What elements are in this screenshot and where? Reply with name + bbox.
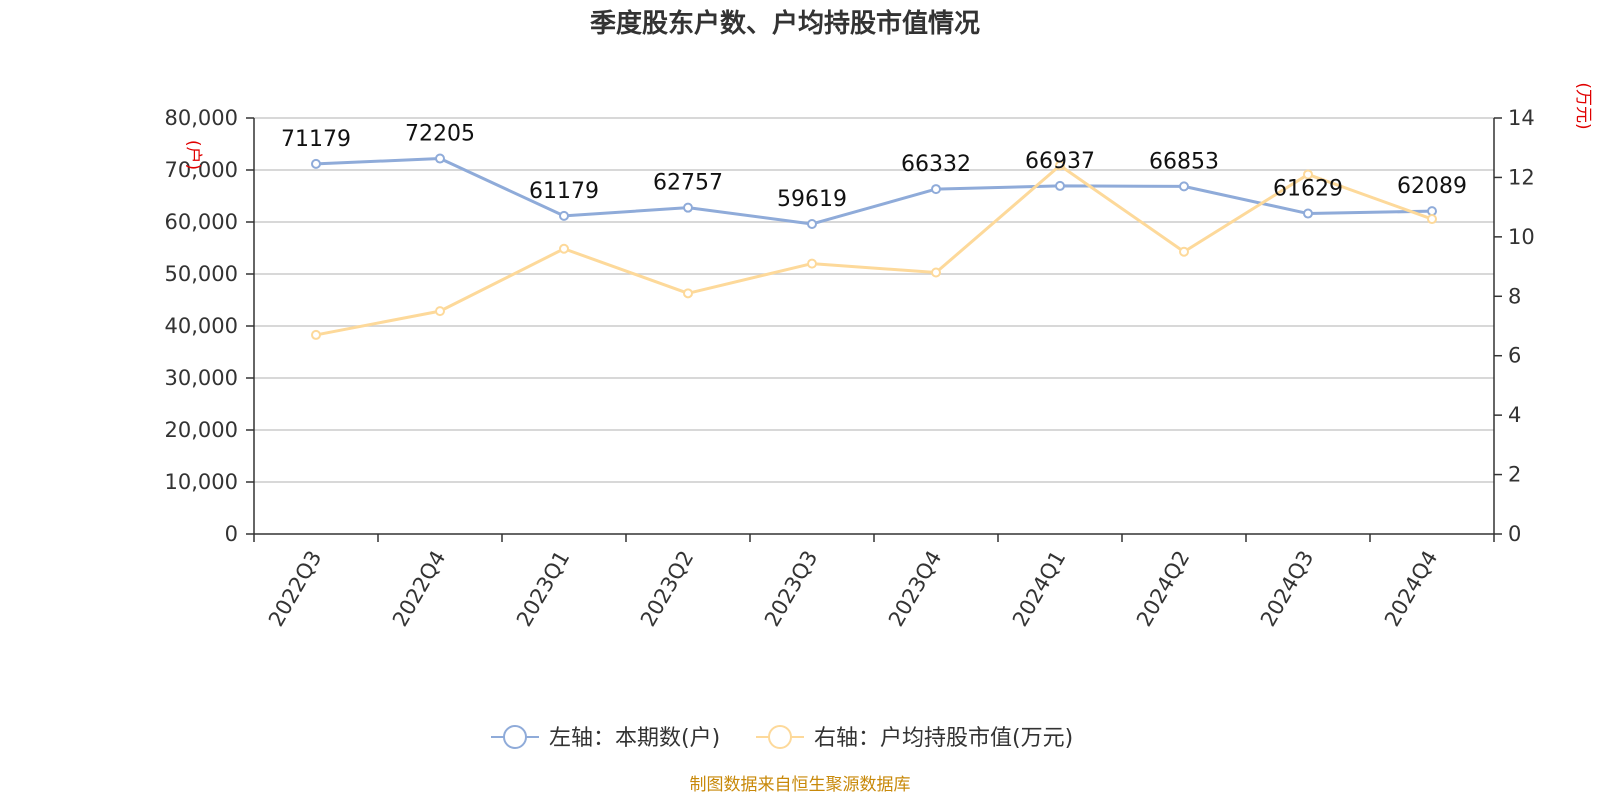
legend-marker-households xyxy=(503,725,527,749)
right-tick-label: 4 xyxy=(1508,403,1521,427)
chart-title: 季度股东户数、户均持股市值情况 xyxy=(590,8,980,39)
series-line-0 xyxy=(315,157,1433,226)
data-label: 61629 xyxy=(1273,177,1343,202)
x-tick-label: 2023Q1 xyxy=(512,547,574,631)
data-point[interactable] xyxy=(435,153,445,164)
data-label: 66853 xyxy=(1149,149,1219,174)
data-point[interactable] xyxy=(1303,208,1313,219)
left-tick-label: 50,000 xyxy=(165,262,238,286)
data-point[interactable] xyxy=(807,258,817,269)
x-tick-label: 2022Q3 xyxy=(264,547,326,631)
data-label: 66937 xyxy=(1025,149,1095,174)
left-tick-label: 40,000 xyxy=(165,314,238,338)
data-point[interactable] xyxy=(1303,169,1313,180)
legend-item-avg-value[interactable]: 右轴：户均持股市值(万元) xyxy=(756,725,1073,751)
left-tick-label: 80,000 xyxy=(165,106,238,130)
right-tick-label: 0 xyxy=(1508,522,1521,546)
source-credit: 制图数据来自恒生聚源数据库 xyxy=(690,775,911,795)
data-label: 72205 xyxy=(405,122,475,147)
data-label: 71179 xyxy=(281,127,351,152)
legend-marker-avg-value xyxy=(768,725,792,749)
data-point[interactable] xyxy=(311,158,321,169)
data-point[interactable] xyxy=(683,202,693,213)
left-axis-unit: (户) xyxy=(183,140,203,170)
right-tick-label: 2 xyxy=(1508,463,1521,487)
data-point[interactable] xyxy=(807,218,817,229)
left-tick-label: 30,000 xyxy=(165,366,238,390)
axes xyxy=(246,117,1502,542)
x-tick-label: 2024Q3 xyxy=(1256,547,1318,631)
data-label: 59619 xyxy=(777,187,847,212)
data-point[interactable] xyxy=(1179,246,1189,257)
data-label: 61179 xyxy=(529,179,599,204)
legend-label-households: 左轴：本期数(户) xyxy=(549,726,720,751)
series-layer: 71179 72205 61179 62757 59619 66332 66937 66853… xyxy=(281,122,1467,340)
left-tick-label: 0 xyxy=(225,522,238,546)
right-tick-label: 12 xyxy=(1508,165,1535,189)
data-point[interactable] xyxy=(1427,214,1437,225)
right-tick-label: 10 xyxy=(1508,225,1535,249)
series-line-1 xyxy=(315,164,1433,337)
data-point[interactable] xyxy=(435,306,445,317)
data-point[interactable] xyxy=(1427,206,1437,217)
data-point[interactable] xyxy=(559,210,569,221)
data-point[interactable] xyxy=(559,243,569,254)
right-axis-unit: (万元) xyxy=(1573,82,1593,129)
right-tick-label: 6 xyxy=(1508,344,1521,368)
x-tick-label: 2024Q1 xyxy=(1008,547,1070,631)
left-tick-label: 70,000 xyxy=(165,158,238,182)
x-tick-label: 2023Q4 xyxy=(884,547,946,631)
data-point[interactable] xyxy=(931,184,941,195)
x-tick-label: 2023Q3 xyxy=(760,547,822,631)
right-tick-label: 14 xyxy=(1508,106,1535,130)
left-tick-label: 10,000 xyxy=(165,470,238,494)
x-tick-label: 2022Q4 xyxy=(388,547,450,631)
legend-item-households[interactable]: 左轴：本期数(户) xyxy=(491,725,720,751)
left-tick-label: 20,000 xyxy=(165,418,238,442)
data-point[interactable] xyxy=(311,329,321,340)
data-label: 62089 xyxy=(1397,174,1467,199)
data-point[interactable] xyxy=(931,267,941,278)
data-point[interactable] xyxy=(1055,180,1065,191)
legend-label-avg-value: 右轴：户均持股市值(万元) xyxy=(814,726,1073,751)
data-label: 66332 xyxy=(901,152,971,177)
data-label: 62757 xyxy=(653,171,723,196)
grid-lines xyxy=(254,117,1494,483)
data-point[interactable] xyxy=(1179,181,1189,192)
x-tick-label: 2024Q2 xyxy=(1132,547,1194,631)
x-tick-label: 2023Q2 xyxy=(636,547,698,631)
left-tick-label: 60,000 xyxy=(165,210,238,234)
data-point[interactable] xyxy=(683,288,693,299)
data-point[interactable] xyxy=(1055,160,1065,171)
x-tick-label: 2024Q4 xyxy=(1380,547,1442,631)
legend[interactable]: 左轴：本期数(户) 右轴：户均持股市值(万元) xyxy=(491,725,1073,751)
right-tick-label: 8 xyxy=(1508,284,1521,308)
